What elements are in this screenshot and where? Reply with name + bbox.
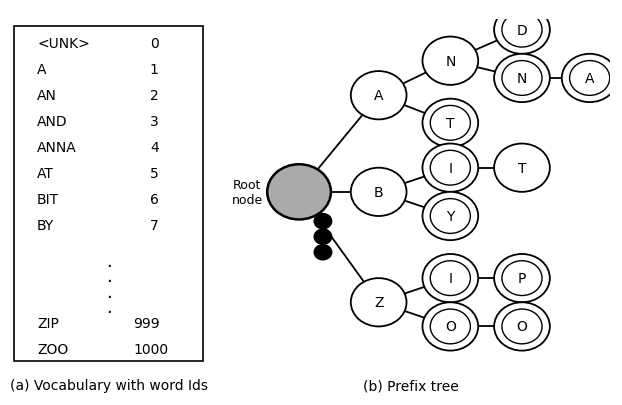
Circle shape <box>351 168 407 217</box>
Circle shape <box>351 279 407 326</box>
Text: A: A <box>585 72 595 86</box>
Text: 5: 5 <box>150 166 159 180</box>
Circle shape <box>314 230 332 245</box>
Circle shape <box>494 303 550 351</box>
Circle shape <box>570 62 610 96</box>
Text: T: T <box>518 161 526 175</box>
Text: BIT: BIT <box>37 192 59 206</box>
Circle shape <box>351 72 407 120</box>
Text: O: O <box>516 320 527 334</box>
Text: I: I <box>448 271 452 286</box>
Circle shape <box>430 151 470 185</box>
Text: 1000: 1000 <box>134 342 169 356</box>
Text: 6: 6 <box>150 192 159 206</box>
Text: Y: Y <box>446 209 455 224</box>
Text: Z: Z <box>374 296 383 309</box>
Text: .: . <box>106 252 112 270</box>
Text: P: P <box>518 271 526 286</box>
Text: 7: 7 <box>150 218 159 232</box>
Circle shape <box>502 13 542 48</box>
Circle shape <box>494 254 550 303</box>
Text: 1: 1 <box>150 63 159 77</box>
Circle shape <box>502 261 542 296</box>
Text: .: . <box>106 283 112 301</box>
Circle shape <box>502 62 542 96</box>
Text: (a) Vocabulary with word Ids: (a) Vocabulary with word Ids <box>10 378 208 392</box>
Text: AN: AN <box>37 89 57 103</box>
Circle shape <box>267 165 331 220</box>
Circle shape <box>494 6 550 55</box>
Circle shape <box>422 144 478 192</box>
Text: 999: 999 <box>134 316 160 330</box>
Circle shape <box>430 309 470 344</box>
Text: 0: 0 <box>150 37 159 51</box>
Circle shape <box>422 38 478 86</box>
Circle shape <box>422 100 478 148</box>
Text: .: . <box>106 268 112 286</box>
Text: AND: AND <box>37 115 68 129</box>
FancyBboxPatch shape <box>14 27 203 361</box>
Circle shape <box>314 245 332 260</box>
Text: A: A <box>37 63 47 77</box>
Text: ZIP: ZIP <box>37 316 59 330</box>
Text: Root
node: Root node <box>231 179 263 206</box>
Circle shape <box>430 106 470 141</box>
Circle shape <box>430 199 470 234</box>
Circle shape <box>314 214 332 229</box>
Text: N: N <box>445 55 455 68</box>
Text: I: I <box>448 161 452 175</box>
Text: A: A <box>374 89 383 103</box>
Text: B: B <box>374 185 384 199</box>
Text: AT: AT <box>37 166 54 180</box>
Circle shape <box>422 254 478 303</box>
Text: T: T <box>446 117 455 130</box>
Text: <UNK>: <UNK> <box>37 37 90 51</box>
Text: 2: 2 <box>150 89 159 103</box>
Circle shape <box>494 144 550 192</box>
Circle shape <box>562 55 618 103</box>
Text: O: O <box>445 320 456 334</box>
Circle shape <box>502 309 542 344</box>
Text: N: N <box>517 72 527 86</box>
Text: .: . <box>106 299 112 317</box>
Text: 3: 3 <box>150 115 159 129</box>
Text: (b) Prefix tree: (b) Prefix tree <box>363 378 458 392</box>
Circle shape <box>494 55 550 103</box>
Circle shape <box>422 192 478 241</box>
Text: D: D <box>517 23 527 38</box>
Text: ZOO: ZOO <box>37 342 68 356</box>
Text: 4: 4 <box>150 141 159 155</box>
Circle shape <box>430 261 470 296</box>
Text: ANNA: ANNA <box>37 141 77 155</box>
Circle shape <box>422 303 478 351</box>
Text: BY: BY <box>37 218 54 232</box>
